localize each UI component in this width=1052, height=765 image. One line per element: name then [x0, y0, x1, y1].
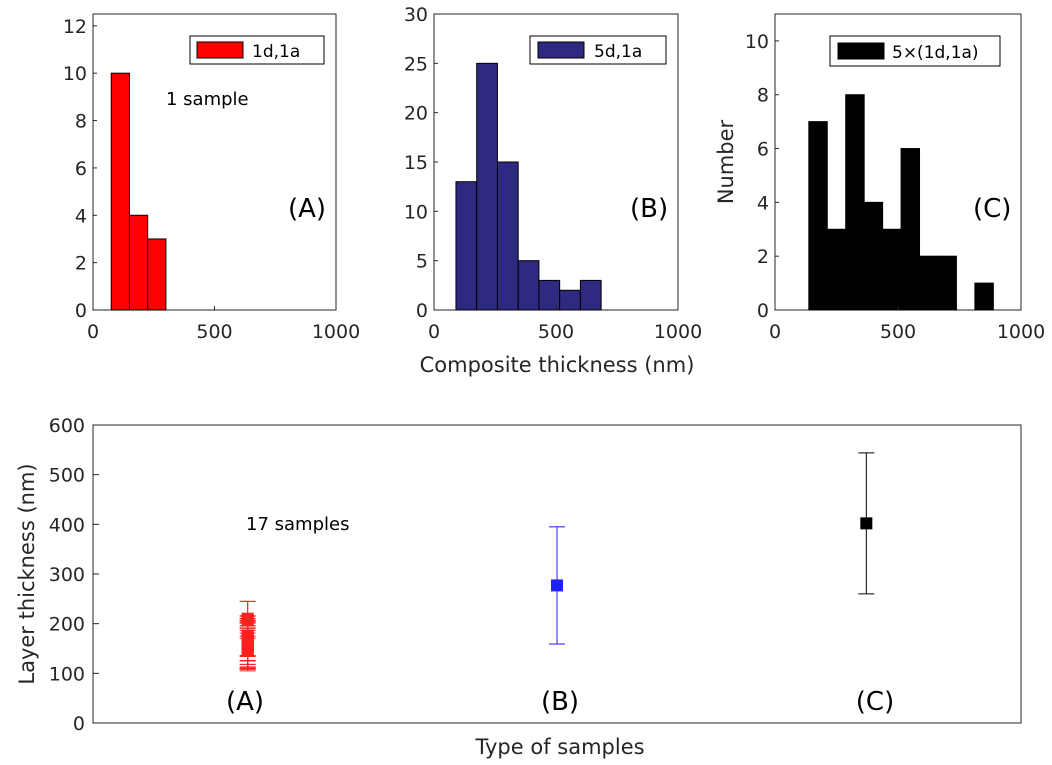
hist-c-xtick-label-0: 0 [769, 321, 781, 343]
errorbar-xlabel: Type of samples [474, 735, 644, 759]
hist-a-xtick-label-1: 500 [196, 321, 232, 343]
hist-a-ytick-label-6: 12 [63, 16, 87, 38]
hist-b-xtick-label-1: 500 [538, 321, 574, 343]
hist-b-ytick-label-4: 20 [404, 103, 428, 125]
hist-b-bar-1 [476, 62, 498, 311]
hist-a-bar-2 [147, 238, 167, 311]
errorbar-ytick-label-4: 400 [49, 514, 85, 536]
annotation-samples: 17 samples [246, 514, 349, 535]
shared-xlabel: Composite thickness (nm) [420, 353, 695, 377]
errorbar-ytick-label-5: 500 [49, 465, 85, 487]
panel-label-a: (A) [288, 194, 326, 224]
hist-c-bar-9 [974, 282, 994, 311]
ylabel-c: Number [714, 119, 738, 204]
hist-c-bar-1 [826, 228, 847, 311]
hist-c-ytick-label-1: 2 [757, 246, 769, 268]
legend-a-label: 1d,1a [252, 42, 300, 62]
histogram-c: 0 2 4 6 8 10 0 500 1000 5×(1d,1a) (C) Number [714, 13, 1045, 343]
legend-a: 1d,1a [189, 35, 325, 65]
panel-label-b: (B) [630, 194, 668, 224]
hist-b-ytick-label-1: 5 [416, 251, 428, 273]
errorbar-plot: 0 100 200 300 400 500 600 17 samples (A) (B) (… [15, 415, 1022, 759]
hist-b-bar-3 [517, 260, 540, 311]
legend-b: 5d,1a [529, 35, 667, 65]
hist-b-bar-0 [455, 181, 478, 311]
errorbar-ytick-label-6: 600 [49, 415, 85, 437]
hist-b-bar-6 [579, 279, 602, 311]
legend-b-label: 5d,1a [594, 42, 642, 62]
hist-a-ytick-label-1: 2 [75, 253, 87, 275]
legend-c-label: 5×(1d,1a) [892, 43, 979, 63]
errorbar-point-2-0 [858, 452, 875, 595]
histogram-b: 0 5 10 15 20 25 30 0 500 1000 5d,1a (B) [404, 4, 702, 343]
errorbar-ytick-label-1: 100 [49, 663, 85, 685]
errorbar-ytick-label-2: 200 [49, 614, 85, 636]
hist-a-bar-0 [110, 72, 130, 311]
legend-c: 5×(1d,1a) [829, 35, 1001, 67]
errorbar-point-1-0 [549, 526, 565, 645]
hist-b-ytick-label-5: 25 [404, 53, 428, 75]
hist-a-ytick-label-3: 6 [75, 158, 87, 180]
hist-b-xtick-label-0: 0 [428, 321, 440, 343]
hist-c-ytick-label-4: 8 [757, 85, 769, 107]
hist-c-ytick-label-0: 0 [757, 300, 769, 322]
category-label-b: (B) [541, 687, 579, 717]
panel-label-c: (C) [973, 194, 1011, 224]
hist-c-bar-2 [845, 94, 865, 311]
hist-b-bar-4 [538, 279, 561, 311]
hist-b-ytick-label-3: 15 [404, 152, 428, 174]
errorbar-ylabel: Layer thickness (nm) [15, 463, 39, 684]
hist-b-ytick-label-2: 10 [404, 201, 428, 223]
annotation-a: 1 sample [166, 89, 249, 110]
hist-c-bar-5 [900, 148, 921, 311]
hist-a-xtick-label-2: 1000 [312, 321, 360, 343]
hist-c-ytick-label-2: 4 [757, 192, 769, 214]
hist-b-ytick-label-0: 0 [416, 300, 428, 322]
category-label-a: (A) [226, 687, 264, 717]
hist-a-ytick-label-4: 8 [75, 111, 87, 133]
hist-a-bar-1 [128, 214, 149, 311]
hist-a-ytick-label-2: 4 [75, 205, 87, 227]
hist-a-ytick-label-0: 0 [75, 300, 87, 322]
category-label-c: (C) [856, 687, 894, 717]
hist-b-xtick-label-2: 1000 [654, 321, 702, 343]
errorbar-point-0-16 [239, 632, 256, 670]
hist-b-ytick-label-6: 30 [404, 4, 428, 26]
histogram-a: 0 2 4 6 8 10 12 0 500 1000 1d,1a 1 sample (A) [63, 13, 360, 343]
hist-b-bar-5 [559, 289, 581, 311]
hist-c-xtick-label-1: 500 [880, 321, 916, 343]
hist-c-bar-0 [808, 121, 828, 311]
hist-c-bar-3 [863, 201, 884, 311]
errorbar-ytick-label-3: 300 [49, 564, 85, 586]
hist-c-xtick-label-2: 1000 [997, 321, 1045, 343]
hist-c-ytick-label-3: 6 [757, 139, 769, 161]
hist-c-bar-6 [919, 255, 939, 311]
hist-a-xtick-label-0: 0 [87, 321, 99, 343]
hist-b-bar-2 [496, 161, 519, 311]
hist-c-bar-4 [882, 228, 902, 311]
hist-a-ytick-label-5: 10 [63, 63, 87, 85]
hist-c-bar-7 [937, 255, 957, 311]
errorbar-ytick-label-0: 0 [73, 713, 85, 735]
hist-c-ytick-label-5: 10 [745, 31, 769, 53]
